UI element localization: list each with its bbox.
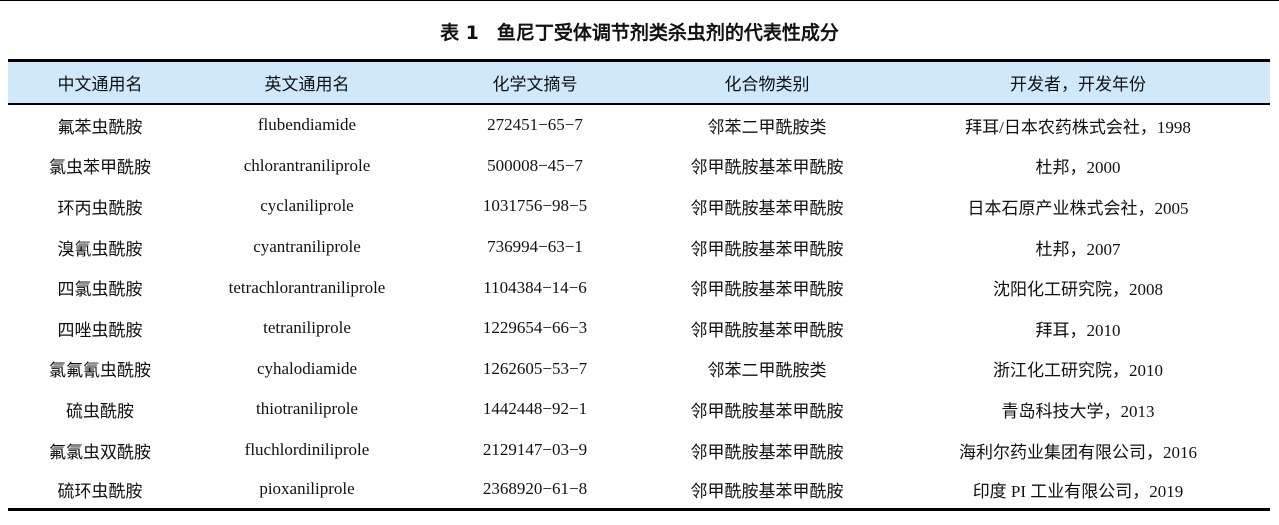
table-cell: 浙江化工研究院，2010	[993, 361, 1163, 381]
table-cell: 四氯虫酰胺	[57, 280, 143, 300]
table-cell: 拜耳，2010	[1035, 320, 1121, 340]
top-border	[0, 0, 1279, 1]
table-row: 溴氰虫酰胺 cyantraniliprole 736994−63−1 邻甲酰胺基苯甲酰…	[8, 227, 1270, 268]
table-cell: 邻甲酰胺基苯甲酰胺	[690, 320, 844, 340]
table-cell: 邻甲酰胺基苯甲酰胺	[648, 470, 886, 512]
table-cell: 邻甲酰胺基苯甲酰胺	[690, 158, 844, 178]
table-number: 表 1	[440, 22, 479, 44]
table-cell: tetraniliprole	[263, 318, 351, 338]
table-row: 硫环虫酰胺 pioxaniliprole 2368920−61−8 邻甲酰胺基苯甲酰胺…	[8, 470, 1270, 512]
table-cell: 1104384−14−6	[483, 277, 587, 297]
table-cell: 272451−65−7	[487, 115, 583, 135]
table-cell: cyhalodiamide	[256, 358, 358, 378]
table-body: 氟苯虫酰胺 flubendiamide 272451−65−7 邻苯二甲酰胺类 拜耳/日…	[8, 104, 1270, 512]
table-cell: 1262605−53−7	[482, 358, 588, 378]
table-cell: 印度 PI 工业有限公司，2019	[886, 470, 1270, 512]
table-cell: tetrachlorantraniliprole	[228, 277, 386, 297]
table-cell: 氟氯虫双酰胺	[49, 442, 151, 462]
table-cell: 硫虫酰胺	[66, 401, 134, 421]
column-header: 化学文摘号	[422, 59, 648, 105]
column-header: 化合物类别	[648, 59, 886, 105]
table-caption: 表 1 鱼尼丁受体调节剂类杀虫剂的代表性成分	[0, 18, 1279, 45]
table-cell: 沈阳化工研究院，2008	[993, 280, 1163, 300]
table-cell: 硫环虫酰胺	[8, 470, 192, 512]
column-header: 中文通用名	[8, 59, 192, 105]
table-cell: 杜邦，2007	[1035, 239, 1121, 259]
table-cell: 氟苯虫酰胺	[57, 117, 143, 137]
table-cell: 1229654−66−3	[482, 318, 588, 338]
table-title: 鱼尼丁受体调节剂类杀虫剂的代表性成分	[496, 22, 839, 44]
table-cell: flubendiamide	[257, 115, 357, 135]
table-cell: 736994−63−1	[487, 237, 583, 257]
table-cell: 1031756−98−5	[482, 196, 588, 216]
data-table: 中文通用名 英文通用名 化学文摘号 化合物类别 开发者，开发年份 氟苯虫酰胺 fluben…	[8, 59, 1270, 512]
table-cell: 邻甲酰胺基苯甲酰胺	[690, 198, 844, 218]
header-row: 中文通用名 英文通用名 化学文摘号 化合物类别 开发者，开发年份	[8, 59, 1270, 105]
table-cell: fluchlordiniliprole	[244, 440, 370, 460]
table-row: 四唑虫酰胺 tetraniliprole 1229654−66−3 邻甲酰胺基苯甲酰胺…	[8, 308, 1270, 349]
table-cell: 四唑虫酰胺	[57, 320, 143, 340]
table-cell: 500008−45−7	[487, 155, 583, 175]
table-cell: 溴氰虫酰胺	[57, 239, 143, 259]
table-cell: 2368920−61−8	[422, 470, 648, 512]
table-cell: 拜耳/日本农药株式会社，1998	[965, 117, 1191, 137]
table-cell: 海利尔药业集团有限公司，2016	[959, 442, 1197, 462]
table-cell: 邻甲酰胺基苯甲酰胺	[690, 239, 844, 259]
table-row: 氟氯虫双酰胺 fluchlordiniliprole 2129147−03−9 邻甲酰…	[8, 430, 1270, 471]
table-row: 环丙虫酰胺 cyclaniliprole 1031756−98−5 邻甲酰胺基苯甲酰胺…	[8, 186, 1270, 227]
table-cell: 邻甲酰胺基苯甲酰胺	[690, 401, 844, 421]
table-cell: chlorantraniliprole	[243, 155, 371, 175]
table-row: 四氯虫酰胺 tetrachlorantraniliprole 1104384−14−…	[8, 267, 1270, 308]
table-cell: 1442448−92−1	[482, 399, 588, 419]
table-cell: 环丙虫酰胺	[57, 198, 143, 218]
table-cell: 邻苯二甲酰胺类	[707, 117, 827, 137]
table-cell: 氯虫苯甲酰胺	[49, 158, 151, 178]
table-row: 氯虫苯甲酰胺 chlorantraniliprole 500008−45−7 邻甲酰胺…	[8, 146, 1270, 187]
table-row: 硫虫酰胺 thiotraniliprole 1442448−92−1 邻甲酰胺基苯甲酰…	[8, 389, 1270, 430]
table-cell: pioxaniliprole	[192, 470, 422, 512]
table-cell: 邻甲酰胺基苯甲酰胺	[690, 280, 844, 300]
table-cell: 邻苯二甲酰胺类	[707, 361, 827, 381]
table-cell: 青岛科技大学，2013	[1001, 401, 1155, 421]
column-header: 开发者，开发年份	[886, 59, 1270, 105]
table-cell: 2129147−03−9	[482, 440, 588, 460]
table-row: 氯氟氰虫酰胺 cyhalodiamide 1262605−53−7 邻苯二甲酰胺类 浙江…	[8, 349, 1270, 390]
table-row: 氟苯虫酰胺 flubendiamide 272451−65−7 邻苯二甲酰胺类 拜耳/日…	[8, 104, 1270, 146]
table-cell: 氯氟氰虫酰胺	[49, 361, 151, 381]
column-header: 英文通用名	[192, 59, 422, 105]
table-cell: cyantraniliprole	[253, 237, 361, 257]
table-cell: 杜邦，2000	[1035, 158, 1121, 178]
table-cell: 邻甲酰胺基苯甲酰胺	[690, 442, 844, 462]
table-cell: thiotraniliprole	[256, 399, 358, 419]
table-cell: 日本石原产业株式会社，2005	[967, 198, 1189, 218]
table-cell: cyclaniliprole	[260, 196, 354, 216]
